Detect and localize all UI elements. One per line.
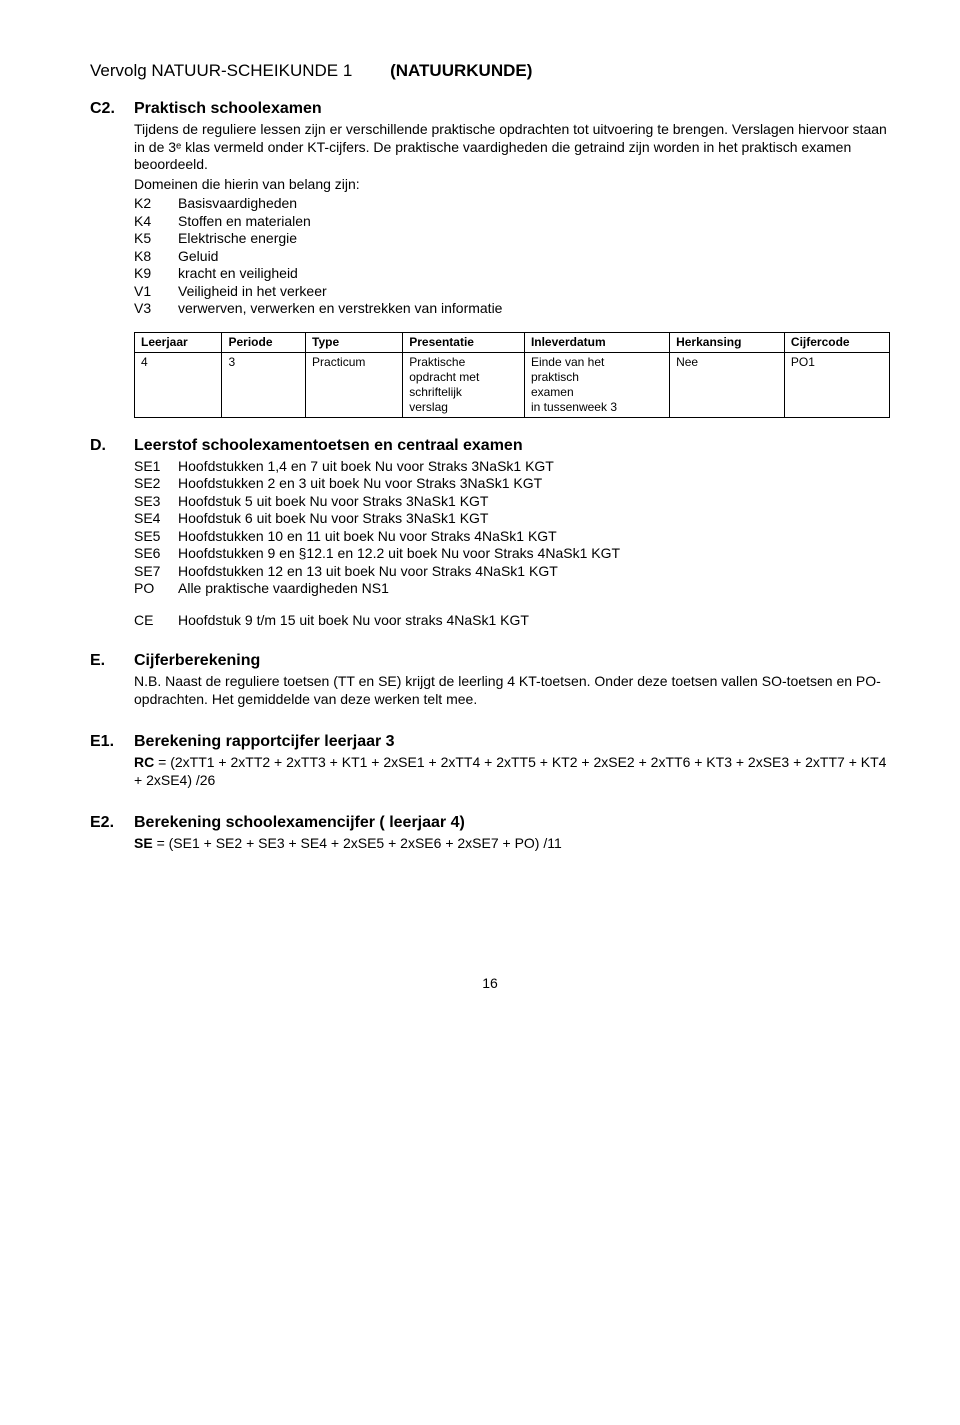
section-code: E2. (90, 813, 134, 833)
table-header: Inleverdatum (524, 332, 669, 352)
se-code: SE6 (134, 545, 178, 563)
section-title: Berekening rapportcijfer leerjaar 3 (134, 732, 890, 752)
se-label: SE (134, 835, 153, 851)
se-text: Alle praktische vaardigheden NS1 (178, 580, 890, 598)
cell-leerjaar: 4 (135, 352, 222, 417)
section-e1: E1. Berekening rapportcijfer leerjaar 3 … (90, 732, 890, 791)
k-desc: Elektrische energie (178, 230, 890, 248)
se-line: POAlle praktische vaardigheden NS1 (134, 580, 890, 598)
k-desc: Stoffen en materialen (178, 213, 890, 231)
k-line: K4Stoffen en materialen (134, 213, 890, 231)
table-header: Periode (222, 332, 306, 352)
e-text: N.B. Naast de reguliere toetsen (TT en S… (134, 673, 890, 708)
k-code: K4 (134, 213, 178, 231)
table-header: Cijfercode (784, 332, 889, 352)
k-line: V3verwerven, verwerken en verstrekken va… (134, 300, 890, 318)
k-code: V1 (134, 283, 178, 301)
section-title: Berekening schoolexamencijfer ( leerjaar… (134, 813, 890, 833)
k-desc: Veiligheid in het verkeer (178, 283, 890, 301)
se-line: SE4Hoofdstuk 6 uit boek Nu voor Straks 3… (134, 510, 890, 528)
k-line: V1Veiligheid in het verkeer (134, 283, 890, 301)
se-code: SE7 (134, 563, 178, 581)
k-code: K5 (134, 230, 178, 248)
c2-paragraph-2: Domeinen die hierin van belang zijn: (134, 176, 890, 194)
table-row: 4 3 Practicum Praktische opdracht met sc… (135, 352, 890, 417)
header-left: Vervolg NATUUR-SCHEIKUNDE 1 (90, 61, 352, 80)
e2-formula: SE = (SE1 + SE2 + SE3 + SE4 + 2xSE5 + 2x… (134, 835, 890, 853)
practicum-table-wrap: LeerjaarPeriodeTypePresentatieInleverdat… (134, 332, 890, 418)
se-code: CE (134, 612, 178, 630)
se-line: SE7Hoofdstukken 12 en 13 uit boek Nu voo… (134, 563, 890, 581)
header-right: (NATUURKUNDE) (390, 61, 532, 80)
cell-periode: 3 (222, 352, 306, 417)
se-text: Hoofdstukken 10 en 11 uit boek Nu voor S… (178, 528, 890, 546)
k-line: K8Geluid (134, 248, 890, 266)
se-code: SE2 (134, 475, 178, 493)
se-text: Hoofdstuk 5 uit boek Nu voor Straks 3NaS… (178, 493, 890, 511)
section-title: Leerstof schoolexamentoetsen en centraal… (134, 436, 890, 456)
se-text: Hoofdstuk 6 uit boek Nu voor Straks 3NaS… (178, 510, 890, 528)
section-d: D. Leerstof schoolexamentoetsen en centr… (90, 436, 890, 630)
se-line: SE5Hoofdstukken 10 en 11 uit boek Nu voo… (134, 528, 890, 546)
rc-rest: = (2xTT1 + 2xTT2 + 2xTT3 + KT1 + 2xSE1 +… (134, 754, 886, 788)
se-line: SE1Hoofdstukken 1,4 en 7 uit boek Nu voo… (134, 458, 890, 476)
se-code: SE5 (134, 528, 178, 546)
se-code: SE3 (134, 493, 178, 511)
cell-presentatie: Praktische opdracht met schriftelijk ver… (403, 352, 525, 417)
k-line: K9kracht en veiligheid (134, 265, 890, 283)
cell-inleverdatum: Einde van het praktisch examen in tussen… (524, 352, 669, 417)
k-line: K5Elektrische energie (134, 230, 890, 248)
cell-herkansing: Nee (670, 352, 785, 417)
table-header: Type (306, 332, 403, 352)
section-code: E1. (90, 732, 134, 752)
rc-label: RC (134, 754, 154, 770)
section-e: E. Cijferberekening N.B. Naast de reguli… (90, 651, 890, 710)
se-text: Hoofdstukken 9 en §12.1 en 12.2 uit boek… (178, 545, 890, 563)
k-line: K2Basisvaardigheden (134, 195, 890, 213)
ce-line: CE Hoofdstuk 9 t/m 15 uit boek Nu voor s… (134, 612, 890, 630)
k-code: K8 (134, 248, 178, 266)
cell-type: Practicum (306, 352, 403, 417)
se-text: Hoofdstukken 12 en 13 uit boek Nu voor S… (178, 563, 890, 581)
se-text: Hoofdstukken 1,4 en 7 uit boek Nu voor S… (178, 458, 890, 476)
se-rest: = (SE1 + SE2 + SE3 + SE4 + 2xSE5 + 2xSE6… (153, 835, 562, 851)
section-code: E. (90, 651, 134, 671)
table-header: Leerjaar (135, 332, 222, 352)
k-code: K9 (134, 265, 178, 283)
k-desc: kracht en veiligheid (178, 265, 890, 283)
section-c2: C2. Praktisch schoolexamen Tijdens de re… (90, 99, 890, 318)
se-text: Hoofdstuk 9 t/m 15 uit boek Nu voor stra… (178, 612, 890, 630)
k-desc: verwerven, verwerken en verstrekken van … (178, 300, 890, 318)
section-title: Praktisch schoolexamen (134, 99, 890, 119)
table-header: Presentatie (403, 332, 525, 352)
k-code: K2 (134, 195, 178, 213)
k-code: V3 (134, 300, 178, 318)
header-line: Vervolg NATUUR-SCHEIKUNDE 1 (NATUURKUNDE… (90, 60, 890, 81)
se-code: PO (134, 580, 178, 598)
practicum-table: LeerjaarPeriodeTypePresentatieInleverdat… (134, 332, 890, 418)
cell-cijfercode: PO1 (784, 352, 889, 417)
k-desc: Geluid (178, 248, 890, 266)
k-desc: Basisvaardigheden (178, 195, 890, 213)
se-line: SE2Hoofdstukken 2 en 3 uit boek Nu voor … (134, 475, 890, 493)
se-code: SE4 (134, 510, 178, 528)
se-line: SE3Hoofdstuk 5 uit boek Nu voor Straks 3… (134, 493, 890, 511)
section-code: C2. (90, 99, 134, 119)
se-code: SE1 (134, 458, 178, 476)
e1-formula: RC = (2xTT1 + 2xTT2 + 2xTT3 + KT1 + 2xSE… (134, 754, 890, 789)
section-code: D. (90, 436, 134, 456)
se-text: Hoofdstukken 2 en 3 uit boek Nu voor Str… (178, 475, 890, 493)
se-line: SE6Hoofdstukken 9 en §12.1 en 12.2 uit b… (134, 545, 890, 563)
page-number: 16 (90, 975, 890, 993)
c2-paragraph-1: Tijdens de reguliere lessen zijn er vers… (134, 121, 890, 174)
section-title: Cijferberekening (134, 651, 890, 671)
section-e2: E2. Berekening schoolexamencijfer ( leer… (90, 813, 890, 855)
table-header: Herkansing (670, 332, 785, 352)
